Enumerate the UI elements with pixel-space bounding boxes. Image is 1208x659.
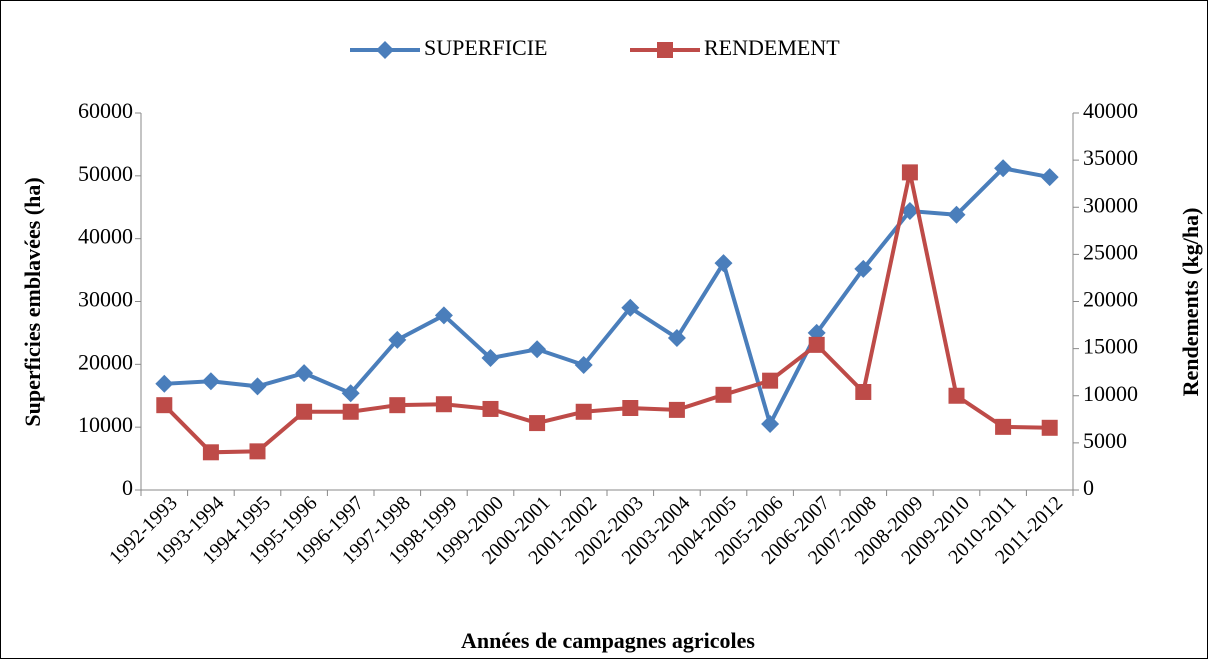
y-tick-label: 20000 <box>78 349 133 374</box>
data-point <box>434 306 453 325</box>
data-point <box>481 349 500 368</box>
data-point <box>528 340 547 359</box>
data-point <box>622 400 639 417</box>
y2-tick-label: 0 <box>1083 475 1094 500</box>
data-point <box>249 443 266 460</box>
data-point <box>1041 419 1058 436</box>
y-tick-label: 10000 <box>78 412 133 437</box>
legend-marker <box>376 41 394 59</box>
x-axis-title: Années de campagnes agricoles <box>461 628 755 653</box>
y2-tick-label: 25000 <box>1083 239 1138 264</box>
data-point <box>574 355 593 374</box>
y-tick-label: 30000 <box>78 287 133 312</box>
data-point <box>994 159 1013 178</box>
legend-label: RENDEMENT <box>704 35 840 60</box>
y-tick-label: 50000 <box>78 161 133 186</box>
data-point <box>762 372 779 389</box>
data-point <box>901 164 918 181</box>
data-point <box>668 401 685 418</box>
data-point <box>854 259 873 278</box>
data-point <box>947 205 966 224</box>
data-point <box>482 400 499 417</box>
data-point <box>761 415 780 434</box>
data-point <box>621 298 640 317</box>
legend-marker <box>657 42 673 58</box>
y2-tick-label: 20000 <box>1083 287 1138 312</box>
y2-axis-title: Rendements (kg/ha) <box>1178 208 1203 397</box>
y2-tick-label: 35000 <box>1083 145 1138 170</box>
y-tick-label: 40000 <box>78 224 133 249</box>
y2-tick-label: 30000 <box>1083 192 1138 217</box>
y2-tick-label: 5000 <box>1083 428 1127 453</box>
y-axis-title: Superficies emblavées (ha) <box>20 177 45 426</box>
data-point <box>855 383 872 400</box>
data-point <box>900 202 919 221</box>
data-point <box>715 386 732 403</box>
data-point <box>201 372 220 391</box>
data-point <box>808 336 825 353</box>
series-line <box>164 166 1051 430</box>
data-point <box>714 254 733 273</box>
data-point <box>296 403 313 420</box>
data-point <box>342 403 359 420</box>
data-point <box>202 444 219 461</box>
data-point <box>295 364 314 383</box>
data-point <box>529 415 546 432</box>
data-point <box>389 397 406 414</box>
y2-tick-label: 40000 <box>1083 98 1138 123</box>
data-point <box>341 384 360 403</box>
y-tick-label: 0 <box>122 475 133 500</box>
data-point <box>435 396 452 413</box>
data-point <box>667 328 686 347</box>
data-point <box>388 330 407 349</box>
y2-tick-label: 15000 <box>1083 334 1138 359</box>
data-point <box>248 377 267 396</box>
data-point <box>948 387 965 404</box>
legend-label: SUPERFICIE <box>424 35 547 60</box>
data-point <box>156 397 173 414</box>
data-point <box>995 418 1012 435</box>
data-point <box>1040 168 1059 187</box>
y-tick-label: 60000 <box>78 98 133 123</box>
data-point <box>575 403 592 420</box>
y2-tick-label: 10000 <box>1083 381 1138 406</box>
data-point <box>155 374 174 393</box>
